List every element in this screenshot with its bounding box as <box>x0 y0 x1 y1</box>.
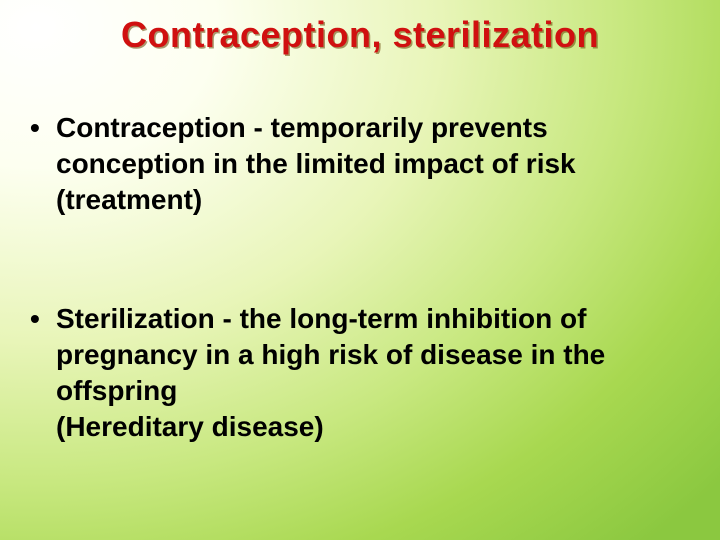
bullet-gap <box>30 217 680 301</box>
bullet-marker: • <box>30 301 56 444</box>
slide: Contraception, sterilization • Contracep… <box>0 0 720 540</box>
bullet-item: • Sterilization - the long-term inhibiti… <box>30 301 680 444</box>
bullet-text: Sterilization - the long-term inhibition… <box>56 301 680 444</box>
slide-title: Contraception, sterilization <box>0 14 720 56</box>
bullet-marker: • <box>30 110 56 217</box>
slide-body: • Contraception - temporarily prevents c… <box>30 110 680 445</box>
bullet-item: • Contraception - temporarily prevents c… <box>30 110 680 217</box>
bullet-text: Contraception - temporarily prevents con… <box>56 110 680 217</box>
